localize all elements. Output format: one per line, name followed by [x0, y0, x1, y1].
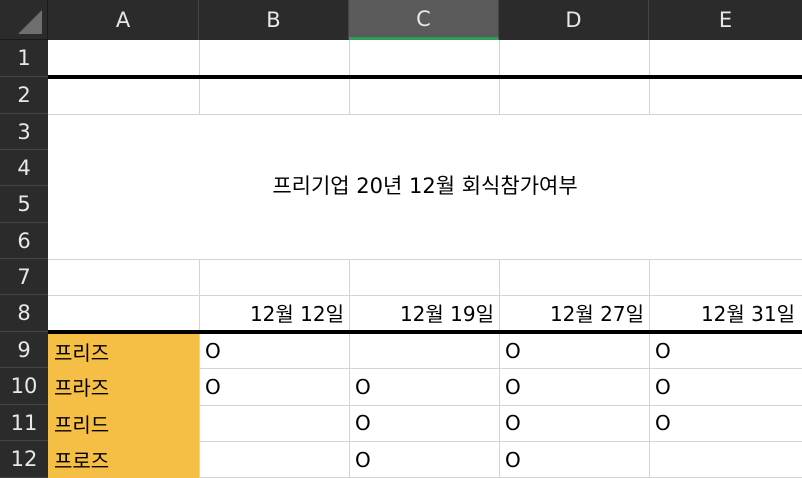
row-header-11[interactable]: 11: [0, 405, 48, 441]
attendance-cell-b10[interactable]: O: [205, 374, 221, 399]
date-header-b8[interactable]: 12월 12일: [249, 302, 344, 326]
row-header-4[interactable]: 4: [0, 150, 48, 186]
row-header-12[interactable]: 12: [0, 441, 48, 478]
name-cell-a9[interactable]: 프리즈: [54, 340, 110, 365]
merged-title-cell[interactable]: 프리기업 20년 12월 회식참가여부: [272, 174, 578, 198]
attendance-cell-c10[interactable]: O: [355, 374, 371, 399]
column-header-b[interactable]: B: [199, 0, 349, 40]
select-all-triangle-icon: [18, 10, 42, 34]
attendance-cell-b9[interactable]: O: [205, 339, 221, 363]
row-header-5[interactable]: 5: [0, 186, 48, 223]
row-header-1[interactable]: 1: [0, 40, 48, 77]
name-cell-a12[interactable]: 프로즈: [54, 449, 110, 473]
name-cell-a11[interactable]: 프리드: [54, 412, 110, 437]
attendance-cell-c11[interactable]: O: [355, 411, 371, 435]
thick-border-row-1: [48, 75, 802, 79]
date-header-c8[interactable]: 12월 19일: [399, 302, 494, 326]
row-header-10[interactable]: 10: [0, 368, 48, 405]
attendance-cell-c12[interactable]: O: [355, 447, 371, 472]
column-header-d[interactable]: D: [499, 0, 649, 40]
row-header-6[interactable]: 6: [0, 223, 48, 259]
row-header-9[interactable]: 9: [0, 332, 48, 368]
row-header-3[interactable]: 3: [0, 114, 48, 150]
row-header-2[interactable]: 2: [0, 77, 48, 114]
row-header-7[interactable]: 7: [0, 259, 48, 295]
date-header-e8[interactable]: 12월 31일: [700, 302, 795, 326]
column-header-c[interactable]: C: [349, 0, 499, 40]
date-header-d8[interactable]: 12월 27일: [549, 302, 644, 326]
attendance-cell-e10[interactable]: O: [655, 374, 671, 399]
attendance-cell-d10[interactable]: O: [505, 374, 521, 399]
attendance-cell-e9[interactable]: O: [655, 339, 671, 363]
row-header-8[interactable]: 8: [0, 295, 48, 332]
attendance-cell-e11[interactable]: O: [655, 411, 671, 435]
select-all-corner[interactable]: [0, 0, 48, 40]
thick-border-row-8: [48, 330, 802, 334]
name-column-fill: [48, 334, 199, 478]
name-cell-a10[interactable]: 프라즈: [54, 376, 110, 400]
attendance-cell-d11[interactable]: O: [505, 411, 521, 435]
attendance-cell-d12[interactable]: O: [505, 447, 521, 472]
column-header-e[interactable]: E: [649, 0, 802, 40]
column-header-a[interactable]: A: [48, 0, 199, 40]
attendance-cell-d9[interactable]: O: [505, 339, 521, 363]
